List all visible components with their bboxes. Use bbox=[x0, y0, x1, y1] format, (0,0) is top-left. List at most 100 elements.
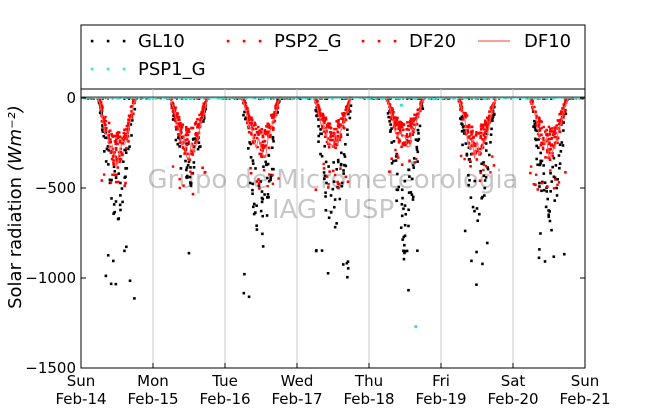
data-point-psp2_g bbox=[122, 135, 126, 138]
data-point-psp2_g bbox=[474, 133, 478, 137]
data-point-df20 bbox=[482, 146, 485, 149]
baseline-point-gl10 bbox=[406, 97, 409, 100]
data-point-df20 bbox=[333, 132, 336, 136]
baseline-point-gl10 bbox=[308, 97, 311, 100]
data-point-gl10 bbox=[407, 191, 411, 194]
x-tick-label-weekday: Fri bbox=[432, 372, 450, 390]
data-point-df20 bbox=[339, 117, 343, 120]
data-point-psp2_g bbox=[407, 128, 410, 131]
data-point-gl10 bbox=[421, 107, 425, 111]
data-point-df20 bbox=[333, 173, 337, 177]
data-point-gl10 bbox=[547, 209, 550, 212]
data-point-df20 bbox=[547, 125, 551, 129]
data-point-psp2_g bbox=[253, 133, 257, 137]
data-point-gl10 bbox=[561, 144, 565, 147]
data-point-df20 bbox=[116, 132, 119, 135]
data-point-psp2_g bbox=[173, 108, 177, 112]
data-point-df20 bbox=[478, 131, 482, 134]
data-point-gl10 bbox=[396, 172, 399, 176]
data-point-gl10 bbox=[547, 213, 550, 217]
y-tick-label: 0 bbox=[66, 89, 76, 107]
data-point-gl10 bbox=[535, 144, 538, 148]
data-point-gl10 bbox=[389, 123, 392, 126]
data-point-gl10 bbox=[111, 259, 115, 263]
data-point-df20 bbox=[327, 182, 330, 186]
data-point-df20 bbox=[322, 162, 325, 166]
data-point-gl10 bbox=[264, 160, 268, 164]
data-point-psp2_g bbox=[400, 125, 404, 129]
data-point-psp2_g bbox=[254, 123, 257, 127]
data-point-psp2_g bbox=[400, 163, 404, 167]
data-point-psp2_g bbox=[187, 129, 190, 132]
data-point-psp2_g bbox=[107, 121, 111, 125]
baseline-point-psp2_g bbox=[320, 97, 323, 100]
data-point-gl10 bbox=[486, 166, 489, 169]
data-point-psp2_g bbox=[469, 164, 472, 168]
data-point-gl10 bbox=[185, 168, 188, 172]
data-point-psp2_g bbox=[263, 132, 267, 135]
data-point-psp2_g bbox=[269, 114, 273, 117]
data-point-psp2_g bbox=[184, 139, 187, 142]
data-point-df20 bbox=[479, 171, 482, 175]
data-point-psp2_g bbox=[123, 184, 127, 188]
data-point-psp2_g bbox=[461, 118, 465, 121]
data-point-psp2_g bbox=[193, 122, 197, 126]
data-point-df20 bbox=[250, 118, 253, 121]
data-point-psp2_g bbox=[196, 125, 199, 129]
data-point-df20 bbox=[189, 170, 192, 173]
data-point-psp2_g bbox=[261, 143, 265, 147]
data-point-df20 bbox=[412, 130, 415, 134]
data-point-gl10 bbox=[333, 225, 337, 229]
data-point-gl10 bbox=[186, 163, 190, 167]
data-point-df20 bbox=[244, 101, 247, 105]
data-point-df20 bbox=[485, 116, 489, 120]
data-point-gl10 bbox=[475, 283, 478, 287]
data-point-gl10 bbox=[192, 166, 196, 169]
data-point-gl10 bbox=[98, 111, 102, 115]
x-tick-label-date: Feb-17 bbox=[271, 390, 322, 408]
data-point-psp2_g bbox=[249, 121, 252, 125]
x-tick-label-weekday: Tue bbox=[211, 372, 238, 390]
data-point-df20 bbox=[542, 125, 545, 129]
plot-frame bbox=[80, 88, 586, 369]
data-point-df20 bbox=[125, 124, 129, 128]
data-point-df20 bbox=[117, 180, 120, 184]
data-point-psp2_g bbox=[546, 185, 549, 188]
data-point-gl10 bbox=[185, 166, 189, 169]
data-point-df20 bbox=[268, 173, 271, 176]
data-point-psp2_g bbox=[334, 146, 337, 150]
data-point-df20 bbox=[257, 133, 260, 137]
data-point-psp2_g bbox=[112, 173, 116, 177]
data-point-df20 bbox=[463, 157, 466, 161]
baseline-point-psp1_g bbox=[148, 97, 151, 100]
baseline-point-gl10 bbox=[175, 97, 178, 100]
data-point-df20 bbox=[100, 101, 103, 104]
data-point-psp2_g bbox=[470, 125, 474, 129]
data-point-df20 bbox=[268, 130, 271, 133]
data-point-psp2_g bbox=[260, 127, 264, 131]
data-point-df20 bbox=[335, 127, 338, 131]
data-point-gl10 bbox=[252, 212, 256, 216]
data-point-psp2_g bbox=[470, 133, 473, 136]
data-point-gl10 bbox=[133, 107, 137, 111]
data-point-psp2_g bbox=[173, 107, 176, 111]
data-point-gl10 bbox=[243, 110, 246, 114]
data-point-psp2_g bbox=[186, 152, 189, 156]
baseline-point-psp1_g bbox=[234, 97, 237, 100]
data-point-gl10 bbox=[461, 143, 464, 147]
baseline-point-psp1_g bbox=[151, 97, 154, 100]
data-point-gl10 bbox=[417, 132, 420, 135]
data-point-df20 bbox=[204, 101, 207, 104]
baseline-point-psp1_g bbox=[429, 97, 432, 100]
data-point-psp2_g bbox=[325, 125, 329, 128]
data-point-psp2_g bbox=[125, 128, 128, 131]
data-point-psp2_g bbox=[116, 134, 120, 137]
data-point-psp2_g bbox=[100, 109, 104, 113]
data-point-psp2_g bbox=[114, 180, 118, 184]
data-point-gl10 bbox=[534, 137, 537, 141]
data-point-gl10 bbox=[107, 148, 111, 152]
data-point-gl10 bbox=[489, 141, 492, 144]
data-point-gl10 bbox=[535, 157, 539, 161]
data-point-psp2_g bbox=[191, 144, 195, 148]
data-point-gl10 bbox=[400, 203, 404, 206]
